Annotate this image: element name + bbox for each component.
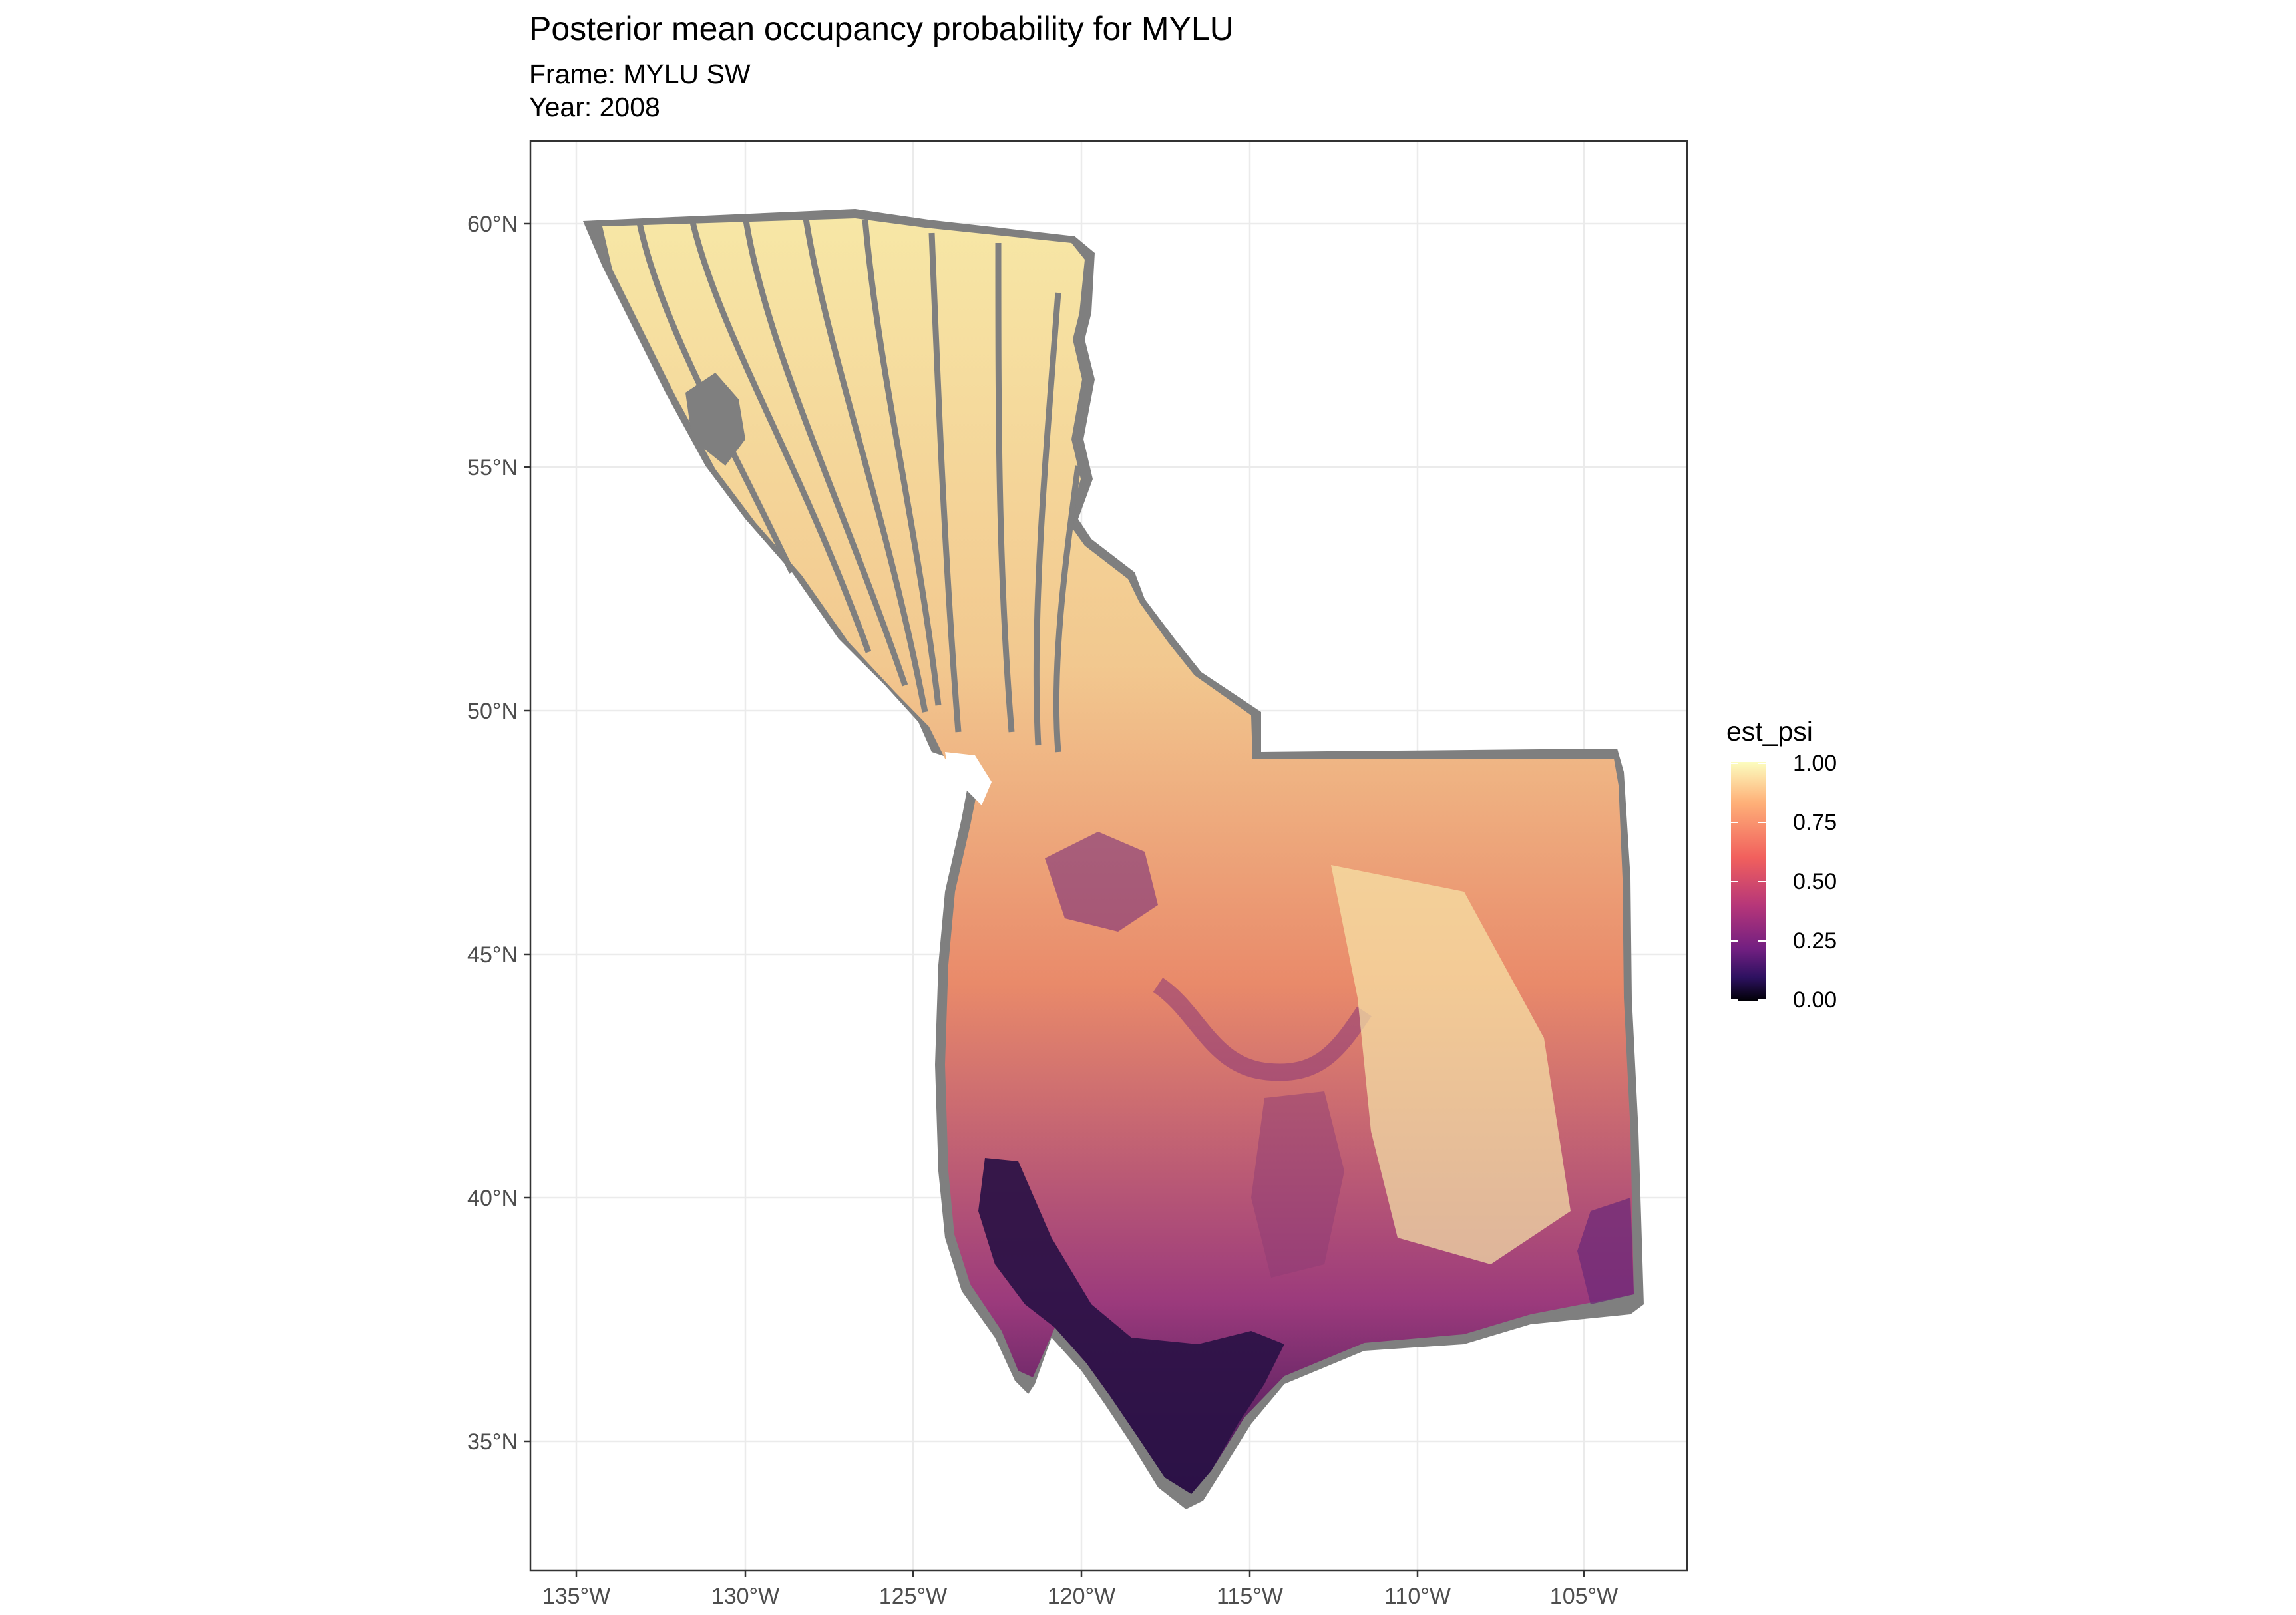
y-tick-label: 50°N: [467, 699, 518, 724]
low-psi-zone-central: [1251, 1091, 1344, 1278]
high-psi-zone-east: [1331, 865, 1571, 1264]
year-subtitle: Year: 2008: [529, 92, 660, 122]
x-axis-labels: 135°W 130°W 125°W 120°W 115°W 110°W 105°…: [542, 1584, 1618, 1609]
low-psi-band: [1153, 978, 1372, 1081]
x-tick-label: 115°W: [1217, 1584, 1283, 1609]
missing-cluster-northwest: [685, 373, 745, 466]
legend-label: 0.75: [1793, 810, 1837, 835]
panel-border: [529, 140, 1688, 1572]
legend-label: 0.50: [1793, 869, 1837, 894]
frame-subtitle: Frame: MYLU SW: [529, 59, 751, 89]
legend-label: 0.25: [1793, 928, 1837, 954]
x-tick-label: 135°W: [542, 1584, 610, 1609]
x-tick-label: 120°W: [1048, 1584, 1115, 1609]
y-tick-label: 35°N: [467, 1429, 518, 1455]
water-inlet: [945, 752, 992, 805]
y-tick-label: 45°N: [467, 942, 518, 968]
legend-label: 0.00: [1793, 987, 1837, 1013]
x-axis-ticks: [575, 1570, 1585, 1577]
low-psi-zone-south: [978, 1158, 1284, 1494]
y-tick-label: 55°N: [467, 455, 518, 480]
y-axis-labels: 60°N 55°N 50°N 45°N 40°N 35°N: [467, 212, 518, 1455]
low-psi-zone-southeast: [1577, 1198, 1634, 1304]
legend-label: 1.00: [1793, 751, 1837, 776]
x-tick-label: 125°W: [879, 1584, 947, 1609]
x-tick-label: 110°W: [1384, 1584, 1451, 1609]
x-tick-label: 130°W: [711, 1584, 779, 1609]
map-title: Posterior mean occupancy probability for…: [529, 10, 1234, 47]
y-axis-ticks: [524, 222, 530, 1443]
legend-ticks: [1731, 763, 1766, 1001]
missing-data-bands: [636, 214, 1081, 753]
low-psi-zone-north: [1045, 832, 1158, 932]
x-tick-label: 105°W: [1550, 1584, 1618, 1609]
y-tick-label: 60°N: [467, 212, 518, 237]
y-tick-label: 40°N: [467, 1186, 518, 1211]
legend-title: est_psi: [1726, 716, 1813, 747]
